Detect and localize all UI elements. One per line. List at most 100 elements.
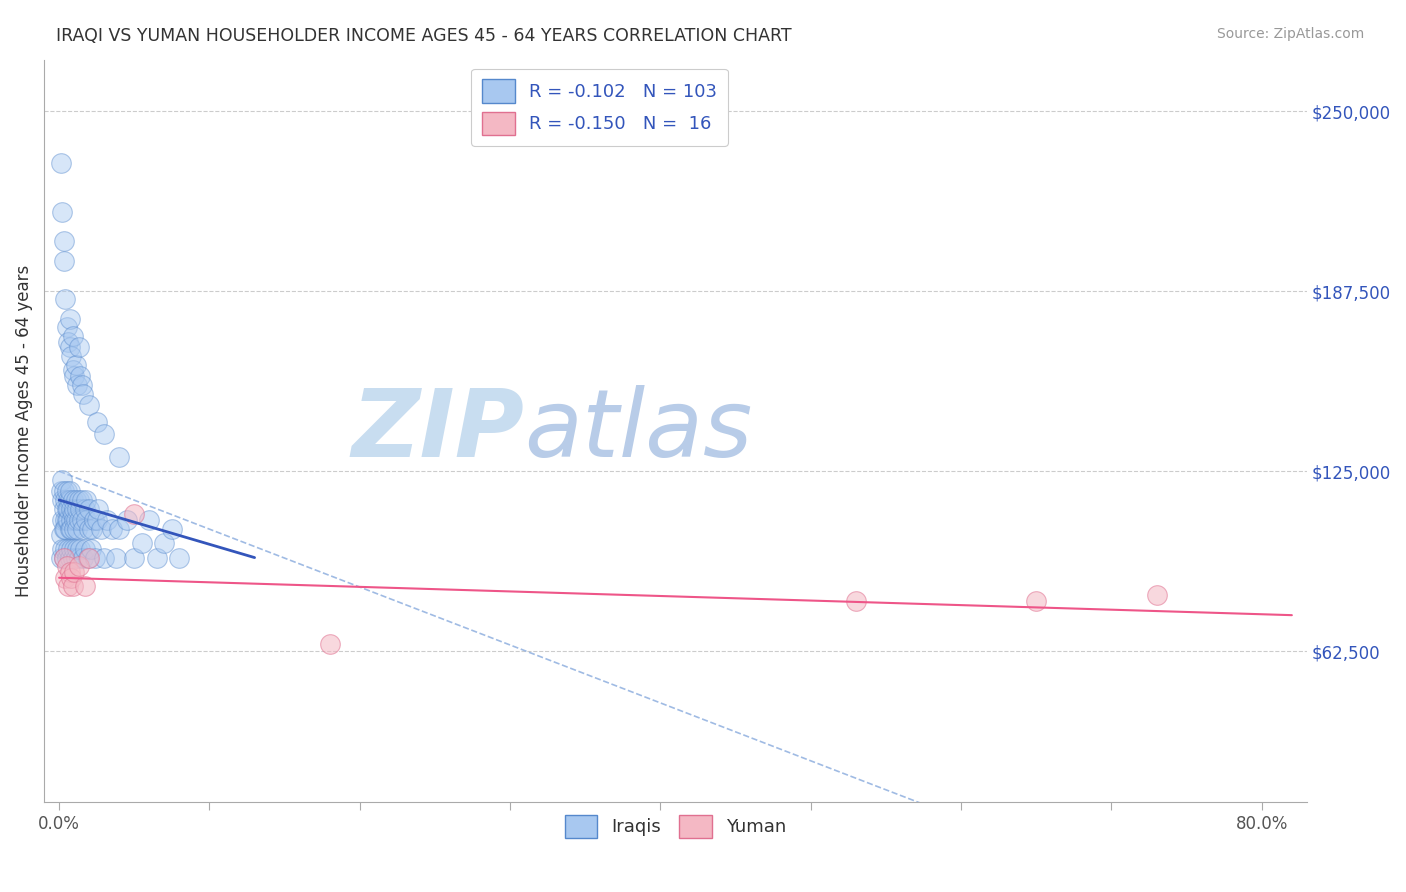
Point [52,522,75,536]
Point [51,513,73,527]
Point [73,579,96,593]
Point [59,550,82,565]
Point [51,205,73,219]
Point [60,522,83,536]
Point [62,579,84,593]
Point [56,513,79,527]
Point [52,501,75,516]
Point [82,522,104,536]
Point [67,550,90,565]
Point [59,341,82,355]
Point [53,522,76,536]
Point [1146,588,1168,602]
Point [52,234,75,248]
Point [93,550,115,565]
Point [53,513,76,527]
Point [70,513,93,527]
Point [75,493,97,508]
Point [51,493,73,508]
Point [100,522,122,536]
Point [49,484,72,499]
Point [52,550,75,565]
Point [56,493,79,508]
Text: atlas: atlas [524,385,752,476]
Point [63,522,86,536]
Point [69,369,91,384]
Point [53,493,76,508]
Point [52,254,75,268]
Point [87,501,110,516]
Point [138,513,160,527]
Point [319,637,342,651]
Point [67,559,90,574]
Point [86,415,108,429]
Point [53,292,76,306]
Point [60,541,83,556]
Point [55,559,77,574]
Point [63,501,86,516]
Point [76,550,98,565]
Point [62,508,84,522]
Point [65,550,87,565]
Point [56,334,79,349]
Point [60,501,83,516]
Point [62,363,84,377]
Point [56,541,79,556]
Text: ZIP: ZIP [352,385,524,477]
Point [93,426,115,441]
Point [169,550,191,565]
Point [153,536,176,550]
Point [105,550,128,565]
Point [83,513,105,527]
Point [56,579,79,593]
Point [52,550,75,565]
Point [65,358,87,372]
Point [59,311,82,326]
Point [90,522,112,536]
Point [59,493,82,508]
Point [72,522,94,536]
Point [55,320,77,334]
Point [65,493,87,508]
Point [124,550,146,565]
Point [131,536,153,550]
Point [63,369,86,384]
Point [49,156,72,170]
Point [53,541,76,556]
Point [75,513,97,527]
Point [62,550,84,565]
Point [60,349,83,363]
Point [66,501,89,516]
Point [160,522,183,536]
Point [72,550,94,565]
Point [77,398,100,412]
Point [67,341,90,355]
Point [70,493,93,508]
Text: Source: ZipAtlas.com: Source: ZipAtlas.com [1216,27,1364,41]
Point [845,594,868,608]
Point [73,541,96,556]
Point [51,541,73,556]
Point [49,550,72,565]
Point [146,550,169,565]
Point [53,571,76,585]
Point [124,508,146,522]
Point [69,501,91,516]
Point [55,484,77,499]
Point [60,513,83,527]
Point [108,522,131,536]
Point [84,550,107,565]
Point [59,565,82,579]
Point [62,329,84,343]
Point [77,550,100,565]
Point [69,541,91,556]
Point [60,571,83,585]
Point [59,522,82,536]
Point [70,377,93,392]
Point [51,473,73,487]
Point [63,513,86,527]
Point [80,541,103,556]
Point [49,527,72,541]
Point [55,513,77,527]
Point [63,541,86,556]
